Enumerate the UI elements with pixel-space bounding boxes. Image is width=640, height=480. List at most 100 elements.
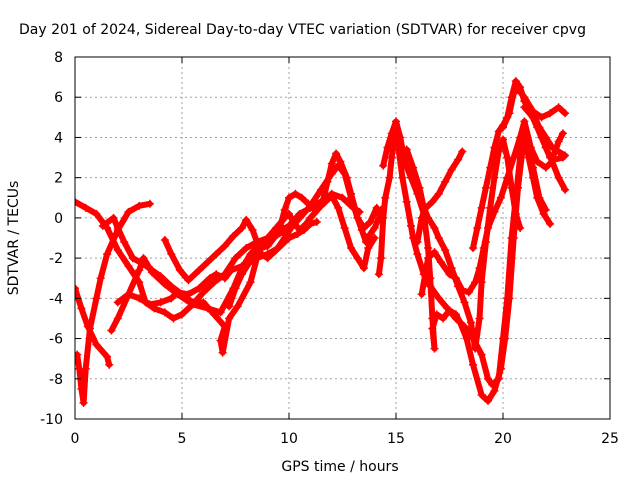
data-point-marker <box>295 213 304 222</box>
data-point-marker <box>509 153 518 162</box>
data-point-marker <box>541 163 550 172</box>
data-point-marker <box>424 244 433 253</box>
y-tick-label: -4 <box>49 291 63 307</box>
data-point-marker <box>481 183 490 192</box>
data-point-marker <box>379 161 388 170</box>
data-point-marker <box>233 302 242 311</box>
data-point-marker <box>210 310 219 319</box>
data-point-marker <box>210 278 219 287</box>
data-point-marker <box>507 183 516 192</box>
data-point-marker <box>220 242 229 251</box>
data-point-marker <box>499 135 507 144</box>
data-point-marker <box>484 223 493 232</box>
data-point-marker <box>327 191 336 200</box>
data-point-marker <box>167 250 176 259</box>
data-point-marker <box>477 350 486 359</box>
data-point-marker <box>546 219 555 228</box>
data-point-marker <box>513 85 522 94</box>
data-point-marker <box>430 223 439 232</box>
data-point-marker <box>195 284 204 293</box>
data-point-marker <box>225 314 234 323</box>
data-point-marker <box>490 386 499 395</box>
data-point-marker <box>295 225 304 234</box>
data-point-marker <box>415 183 424 192</box>
data-point-marker <box>225 302 234 311</box>
data-point-marker <box>466 318 475 327</box>
data-point-marker <box>526 143 535 152</box>
data-point-marker <box>242 215 251 224</box>
data-point-marker <box>520 117 529 126</box>
data-point-marker <box>554 103 563 112</box>
data-point-marker <box>366 229 375 238</box>
x-tick-label: 25 <box>601 431 619 447</box>
data-point-marker <box>145 199 154 208</box>
data-point-marker <box>257 244 266 253</box>
data-point-marker <box>505 109 514 118</box>
data-point-marker <box>212 270 221 279</box>
data-point-marker <box>310 205 319 214</box>
data-point-marker <box>454 155 463 164</box>
data-point-marker <box>103 352 112 361</box>
data-point-marker <box>175 266 184 275</box>
data-point-marker <box>436 258 445 267</box>
data-point-marker <box>381 193 390 202</box>
data-point-marker <box>81 364 90 373</box>
data-point-marker <box>148 266 157 275</box>
data-point-marker <box>535 193 544 202</box>
data-point-marker <box>103 250 112 259</box>
data-point-marker <box>445 306 454 315</box>
data-point-marker <box>323 177 332 186</box>
data-point-marker <box>359 264 368 273</box>
data-point-marker <box>387 129 396 138</box>
data-point-marker <box>184 290 193 299</box>
data-point-marker <box>85 324 94 333</box>
data-point-marker <box>370 234 379 242</box>
data-point-marker <box>332 149 341 158</box>
data-point-marker <box>285 193 293 202</box>
data-point-marker <box>402 145 411 154</box>
y-tick-label: 6 <box>54 90 63 106</box>
data-point-marker <box>458 147 467 156</box>
x-tick-label: 5 <box>178 431 187 447</box>
y-tick-label: -10 <box>40 412 63 428</box>
data-point-marker <box>471 278 480 287</box>
data-point-marker <box>312 217 321 226</box>
data-point-marker <box>75 197 79 206</box>
data-point-marker <box>434 234 443 242</box>
data-point-marker <box>334 203 343 212</box>
data-point-marker <box>92 209 101 218</box>
plot-frame <box>74 56 611 420</box>
data-point-marker <box>340 223 349 232</box>
data-point-marker <box>272 246 281 255</box>
data-point-marker <box>520 93 529 102</box>
data-point-marker <box>509 89 518 98</box>
data-point-marker <box>499 123 507 132</box>
data-point-marker <box>561 185 570 194</box>
data-point-marker <box>421 203 430 212</box>
data-point-marker <box>173 288 182 297</box>
data-point-marker <box>107 326 116 335</box>
data-point-marker <box>434 294 443 303</box>
data-point-marker <box>105 360 114 369</box>
data-point-marker <box>379 213 388 222</box>
data-point-marker <box>509 234 518 242</box>
data-point-marker <box>178 310 186 319</box>
data-point-marker <box>287 223 296 232</box>
data-point-marker <box>447 165 456 174</box>
data-point-marker <box>456 318 465 327</box>
data-point-marker <box>387 153 396 162</box>
x-tick-label: 10 <box>280 431 298 447</box>
data-point-marker <box>428 324 437 333</box>
data-point-marker <box>212 250 221 259</box>
data-point-marker <box>229 231 238 240</box>
data-point-marker <box>520 103 529 112</box>
data-point-marker <box>218 348 227 357</box>
series-track-15 <box>499 85 570 132</box>
data-point-marker <box>113 223 122 232</box>
series-track-11 <box>402 135 525 353</box>
data-point-marker <box>473 223 482 232</box>
data-point-marker <box>533 157 542 166</box>
data-point-marker <box>336 157 345 166</box>
data-point-marker <box>469 360 478 369</box>
